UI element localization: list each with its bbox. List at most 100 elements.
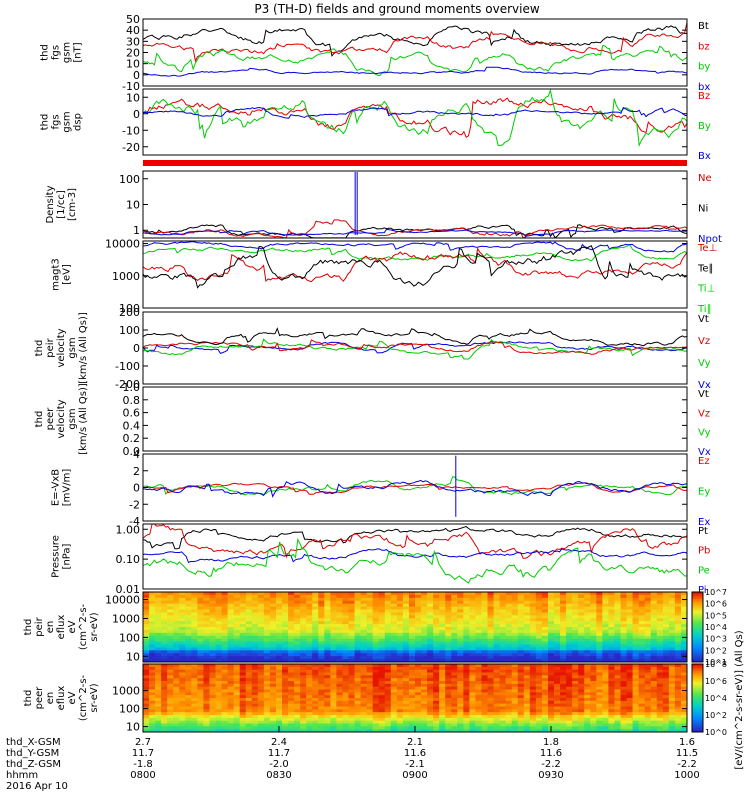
spec-cell xyxy=(257,606,265,610)
spec-cell xyxy=(396,603,404,607)
spec-cell xyxy=(415,627,422,631)
spec-cell xyxy=(608,681,615,685)
spec-cell xyxy=(602,659,609,663)
spec-cell xyxy=(499,681,507,685)
spec-cell xyxy=(662,641,670,645)
spec-cell xyxy=(366,612,374,616)
spec-cell xyxy=(445,695,452,699)
spec-cell xyxy=(209,709,216,713)
spec-cell xyxy=(330,695,337,699)
spec-cell xyxy=(288,635,295,640)
spec-cell xyxy=(282,647,289,651)
ylabel-7-0: Pressure xyxy=(51,535,62,578)
spec-cell xyxy=(275,594,283,599)
spec-cell xyxy=(396,597,404,602)
spec-cell xyxy=(650,638,658,642)
spec-cell xyxy=(227,650,235,654)
spec-cell xyxy=(251,703,259,707)
spec-cell xyxy=(366,700,374,705)
spec-cell xyxy=(656,669,664,673)
spec-cell xyxy=(312,624,319,628)
spec-cell xyxy=(185,606,192,610)
spec-cell xyxy=(263,632,271,637)
spec-cell xyxy=(348,612,355,616)
spec-cell xyxy=(445,700,452,705)
spec-cell xyxy=(451,600,458,605)
spec-cell xyxy=(451,612,458,616)
spec-cell xyxy=(197,606,204,610)
spec-cell xyxy=(439,597,446,602)
spec-cell xyxy=(602,592,609,596)
spec-cell xyxy=(312,629,319,634)
spec-cell xyxy=(475,715,482,719)
spec-cell xyxy=(221,641,229,645)
spec-cell xyxy=(554,592,561,596)
spec-cell xyxy=(396,720,404,724)
spec-cell xyxy=(209,689,216,693)
spec-cell xyxy=(173,621,180,625)
spec-cell xyxy=(566,703,573,707)
spec-cell xyxy=(239,712,247,716)
spec-cell xyxy=(257,675,265,679)
spec-cell xyxy=(245,641,253,645)
spec-cell xyxy=(638,675,646,679)
spec-cell xyxy=(342,672,349,676)
spec-cell xyxy=(191,635,198,640)
spec-cell xyxy=(620,641,627,645)
spec-cell xyxy=(143,624,150,628)
spec-cell xyxy=(584,715,591,719)
spec-cell xyxy=(366,603,374,607)
spec-cell xyxy=(554,715,561,719)
spec-cell xyxy=(282,692,289,696)
spec-cell xyxy=(372,650,380,654)
spec-cell xyxy=(348,664,355,668)
spec-cell xyxy=(433,703,440,707)
spec-cell xyxy=(487,618,494,622)
spec-cell xyxy=(523,635,531,640)
spec-cell xyxy=(384,675,392,679)
spec-cell xyxy=(149,664,156,668)
spec-cell xyxy=(384,683,392,688)
spec-cell xyxy=(390,706,398,710)
spec-cell xyxy=(251,609,259,613)
spec-cell xyxy=(572,698,579,702)
spec-cell xyxy=(155,678,162,682)
spec-cell xyxy=(263,641,271,645)
spec-cell xyxy=(282,629,289,634)
spec-cell xyxy=(360,638,368,642)
spec-cell xyxy=(560,656,567,660)
spec-cell xyxy=(257,609,265,613)
spec-cell xyxy=(674,686,682,690)
spec-cell xyxy=(596,683,603,688)
spec-cell xyxy=(384,594,392,599)
colorbar-tick-1-2: 10^4 xyxy=(705,694,727,703)
spec-cell xyxy=(366,712,374,716)
spec-cell xyxy=(408,669,416,673)
spec-cell xyxy=(275,609,283,613)
spec-cell xyxy=(227,726,235,730)
spec-cell xyxy=(632,641,640,645)
spec-cell xyxy=(529,689,537,693)
spec-cell xyxy=(680,681,688,685)
spec-cell xyxy=(505,621,513,625)
spec-cell xyxy=(384,644,392,648)
spec-cell xyxy=(656,683,664,688)
spec-cell xyxy=(348,686,355,690)
spec-cell xyxy=(554,678,561,682)
spec-cell xyxy=(191,703,198,707)
spec-cell xyxy=(421,692,428,696)
spec-cell xyxy=(535,689,543,693)
spec-cell xyxy=(656,615,664,619)
ytick-label-5-5: 1.0 xyxy=(123,381,141,394)
spec-cell xyxy=(656,600,664,605)
spec-cell xyxy=(638,612,646,616)
spec-cell xyxy=(499,729,507,733)
spec-cell xyxy=(197,647,204,651)
spec-cell xyxy=(439,638,446,642)
spec-cell xyxy=(330,624,337,628)
spec-cell xyxy=(300,695,307,699)
spec-cell xyxy=(149,675,156,679)
spec-cell xyxy=(324,647,331,651)
spec-cell xyxy=(656,659,664,663)
spec-cell xyxy=(324,700,331,705)
